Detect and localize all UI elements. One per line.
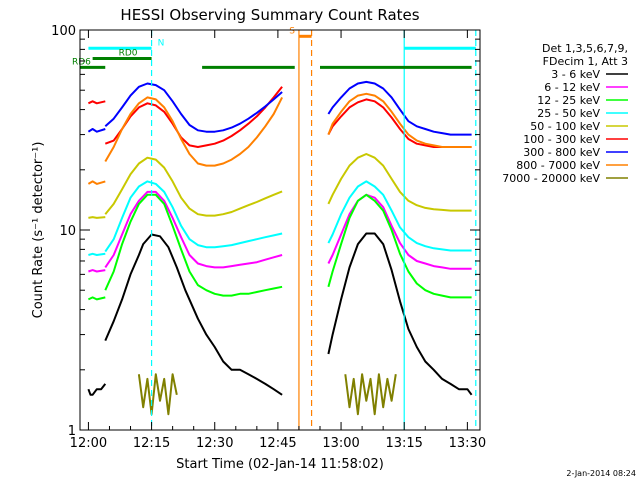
series-line-7-1 [104,96,283,167]
y-tick-label-1: 10 [59,224,76,239]
x-axis-label: Start Time (02-Jan-14 11:58:02) [176,457,384,472]
series-line-4-1 [104,156,283,217]
series-line-8-1 [344,373,397,416]
series-line-1-0 [88,269,106,273]
series-line-6-1 [104,82,283,133]
series-line-3-0 [88,252,106,256]
series-line-4-2 [327,153,472,212]
status-label-3: S [289,26,295,36]
legend-entry-label-7: 800 - 7000 keV [516,159,600,172]
x-tick-label-1: 12:15 [133,436,170,451]
series-line-3-2 [327,180,472,252]
series-line-0-1 [104,233,283,396]
status-label-2: RD6 [72,57,91,67]
series-line-2-1 [104,193,283,297]
series-line-6-2 [327,80,472,136]
axis-layer: 12:00 12:15 12:30 12:45 13:00 13:15 13:30 1 10 10… [51,24,486,451]
series-layer [87,80,473,416]
legend-entry-label-2: 12 - 25 keV [537,94,600,107]
series-line-3-1 [104,180,283,253]
series-line-0-0 [87,383,107,396]
series-line-8-0 [137,373,178,416]
x-tick-label-4: 13:00 [322,436,359,451]
series-line-2-2 [327,193,472,299]
series-line-5-0 [87,100,106,105]
legend-header-0: Det 1,3,5,6,7,9, [542,42,628,55]
y-tick-label-0: 1 [68,424,76,439]
series-line-7-0 [87,180,106,185]
series-line-6-0 [87,128,106,133]
series-line-1-1 [104,190,283,269]
legend-entry-label-6: 300 - 800 keV [523,146,600,159]
x-tick-label-0: 12:00 [70,436,107,451]
x-tick-label-2: 12:30 [196,436,233,451]
status-label-0: N [158,38,165,48]
y-tick-label-2: 100 [51,24,76,39]
chart-title: HESSI Observing Summary Count Rates [120,6,419,24]
legend-entry-label-3: 25 - 50 keV [537,107,600,120]
legend-entry-label-5: 100 - 300 keV [523,133,600,146]
legend-entry-label-4: 50 - 100 keV [530,120,600,133]
x-tick-label-5: 13:15 [385,436,422,451]
series-line-0-2 [327,232,473,396]
annotation-layer: N RD0 RD6 S [72,26,477,430]
series-line-7-2 [327,92,472,148]
legend-entry-label-8: 7000 - 20000 keV [502,172,600,185]
x-tick-label-3: 12:45 [259,436,296,451]
y-axis-label: Count Rate (s⁻¹ detector⁻¹) [31,142,46,319]
series-line-5-1 [104,86,283,148]
legend: Det 1,3,5,6,7,9,FDecim 1, Att 33 - 6 keV… [502,42,628,185]
status-label-1: RD0 [119,49,138,59]
footer-date: 2-Jan-2014 08:24 [566,469,636,478]
series-line-1-2 [327,193,472,270]
legend-entry-label-1: 6 - 12 keV [544,81,600,94]
x-tick-label-6: 13:30 [449,436,486,451]
legend-entry-label-0: 3 - 6 keV [551,68,600,81]
legend-header-1: FDecim 1, Att 3 [543,55,628,68]
series-line-4-0 [88,216,106,219]
series-line-2-0 [87,296,106,301]
